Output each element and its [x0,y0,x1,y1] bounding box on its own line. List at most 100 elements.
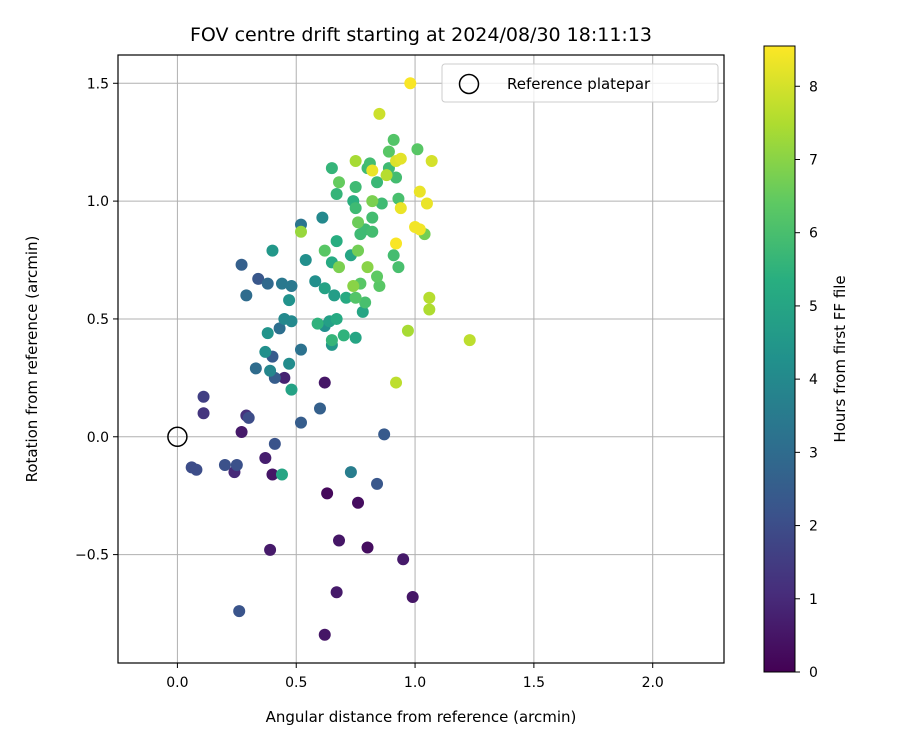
plot-frame [117,54,725,664]
colorbar-tick-label: 0 [809,665,818,681]
data-point [361,541,374,554]
data-point [378,428,391,441]
data-point [266,468,279,481]
data-point [349,331,362,344]
colorbar-tick-label: 4 [809,372,818,388]
data-point [197,407,210,420]
data-point [278,371,291,384]
data-point [330,188,343,201]
data-point [413,185,426,198]
data-point [352,496,365,509]
data-point [394,202,407,215]
colorbar-ticks: 0 1 2 3 4 5 6 7 8 [795,79,818,681]
data-point [373,107,386,120]
x-tick-label: 1.0 [404,675,426,691]
data-point [406,591,419,604]
data-point [197,390,210,403]
data-point [285,279,298,292]
y-tick-label: 1.5 [87,76,109,92]
data-point [423,303,436,316]
data-point [366,225,379,238]
data-point [325,162,338,175]
data-point [266,244,279,257]
data-point [240,289,253,302]
x-axis-ticks: 0.0 0.5 1.0 1.5 2.0 [166,663,664,691]
data-point [318,282,331,295]
data-point [387,249,400,262]
data-point [252,272,265,285]
data-point [230,459,243,472]
data-point [359,296,372,309]
data-point [318,628,331,641]
y-tick-label: −0.5 [75,548,109,564]
data-point [463,334,476,347]
data-point [411,143,424,156]
data-point [352,216,365,229]
data-point [340,291,353,304]
x-tick-label: 1.5 [523,675,545,691]
legend-marker [458,73,480,95]
data-point [425,155,438,168]
chart-title: FOV centre drift starting at 2024/08/30 … [190,24,652,46]
data-point [328,289,341,302]
data-point [352,244,365,257]
x-tick-label: 2.0 [642,675,664,691]
data-point [361,261,374,274]
data-point [420,197,433,210]
y-tick-label: 0.0 [87,430,109,446]
y-axis-ticks: −0.5 0.0 0.5 1.0 1.5 [75,76,118,564]
data-point [283,294,296,307]
data-point [390,237,403,250]
data-point [273,322,286,335]
data-point [259,451,272,464]
data-point [321,487,334,500]
data-point [344,466,357,479]
data-point [278,312,291,325]
data-point [268,437,281,450]
colorbar-tick-label: 5 [809,299,818,315]
data-point [371,270,384,283]
data-point [285,383,298,396]
data-point [380,169,393,182]
data-point [190,463,203,476]
data-point [387,133,400,146]
legend-box [441,63,719,103]
colorbar-tick-label: 2 [809,519,818,535]
data-point [309,275,322,288]
data-point [366,211,379,224]
data-point [404,77,417,90]
data-point [382,145,395,158]
data-point [349,155,362,168]
data-point [371,176,384,189]
colorbar-label: Hours from first FF file [831,275,849,442]
y-axis-label: Rotation from reference (arcmin) [23,236,41,483]
colorbar-tick-label: 8 [809,79,818,95]
data-point [337,329,350,342]
data-point [390,171,403,184]
data-point [311,317,324,330]
data-point [264,543,277,556]
data-point [294,225,307,238]
data-point [390,376,403,389]
data-point [333,176,346,189]
data-point [330,235,343,248]
y-tick-label: 0.5 [87,312,109,328]
data-point [356,305,369,318]
data-point [283,357,296,370]
data-point [235,258,248,271]
data-point [259,345,272,358]
data-point [373,279,386,292]
colorbar-gradient [763,45,796,673]
data-point [249,362,262,375]
data-point [333,534,346,547]
legend-entry-label: Reference platepar [507,75,651,93]
colorbar-tick-label: 3 [809,445,818,461]
data-point [299,254,312,267]
x-tick-label: 0.0 [166,675,188,691]
data-point [261,277,274,290]
data-point [392,261,405,274]
data-point [218,459,231,472]
data-point [401,324,414,337]
data-point [375,197,388,210]
